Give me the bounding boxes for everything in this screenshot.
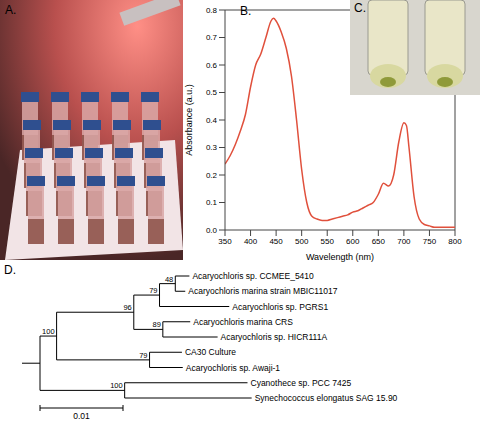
svg-text:0.6: 0.6	[206, 61, 218, 70]
svg-text:750: 750	[423, 237, 437, 246]
svg-text:0.01: 0.01	[73, 411, 90, 421]
svg-text:Wavelength (nm): Wavelength (nm)	[306, 252, 374, 262]
svg-text:0.8: 0.8	[206, 6, 218, 15]
svg-text:CA30 Culture: CA30 Culture	[185, 347, 236, 357]
svg-text:Acaryochloris marina strain MB: Acaryochloris marina strain MBIC11017	[188, 286, 337, 296]
svg-text:79: 79	[139, 351, 147, 360]
svg-text:96: 96	[123, 303, 131, 312]
svg-text:350: 350	[218, 237, 232, 246]
svg-text:Acaryochloris sp. CCMEE_5410: Acaryochloris sp. CCMEE_5410	[192, 271, 314, 281]
svg-text:C.: C.	[354, 1, 366, 15]
svg-text:0.7: 0.7	[206, 33, 218, 42]
svg-text:Absorbance (a.u.): Absorbance (a.u.)	[184, 84, 194, 156]
svg-text:Acaryochloris sp. HICR111A: Acaryochloris sp. HICR111A	[221, 332, 328, 342]
svg-text:0.1: 0.1	[206, 198, 218, 207]
svg-text:Acaryochloris marina CRS: Acaryochloris marina CRS	[193, 317, 293, 327]
svg-text:500: 500	[295, 237, 309, 246]
svg-text:79: 79	[149, 286, 157, 295]
svg-text:Acaryochloris sp. Awaji-1: Acaryochloris sp. Awaji-1	[186, 363, 281, 373]
svg-text:450: 450	[269, 237, 283, 246]
svg-text:89: 89	[152, 320, 160, 329]
svg-text:0.0: 0.0	[206, 226, 218, 235]
svg-text:Cyanothece sp. PCC 7425: Cyanothece sp. PCC 7425	[251, 378, 352, 388]
svg-text:650: 650	[372, 237, 386, 246]
svg-text:0.3: 0.3	[206, 143, 218, 152]
svg-text:800: 800	[448, 237, 462, 246]
svg-text:Acaryochloris sp. PGRS1: Acaryochloris sp. PGRS1	[232, 302, 328, 312]
svg-text:600: 600	[346, 237, 360, 246]
html-text:B.: B.	[240, 4, 252, 18]
svg-text:550: 550	[321, 237, 335, 246]
svg-text:A.: A.	[8, 3, 16, 17]
svg-text:48: 48	[165, 275, 173, 284]
svg-text:0.4: 0.4	[206, 116, 218, 125]
svg-text:0.2: 0.2	[206, 171, 218, 180]
svg-text:100: 100	[42, 327, 55, 336]
svg-text:D.: D.	[8, 263, 16, 277]
svg-text:100: 100	[110, 381, 123, 390]
svg-text:0.5: 0.5	[206, 88, 218, 97]
svg-text:Synechococcus elongatus SAG 15: Synechococcus elongatus SAG 15.90	[255, 393, 398, 403]
svg-text:700: 700	[397, 237, 411, 246]
svg-text:400: 400	[244, 237, 258, 246]
